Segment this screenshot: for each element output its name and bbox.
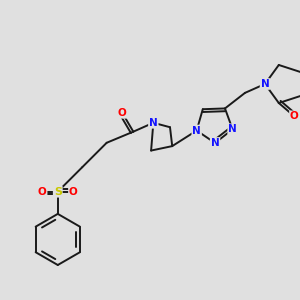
Text: N: N (149, 118, 158, 128)
Text: N: N (228, 124, 237, 134)
Text: N: N (211, 138, 220, 148)
Text: O: O (69, 187, 78, 197)
Text: O: O (118, 108, 127, 118)
Text: O: O (290, 111, 299, 121)
Text: N: N (192, 126, 201, 136)
Text: S: S (54, 187, 62, 197)
Text: O: O (38, 187, 46, 197)
Text: N: N (261, 79, 269, 89)
